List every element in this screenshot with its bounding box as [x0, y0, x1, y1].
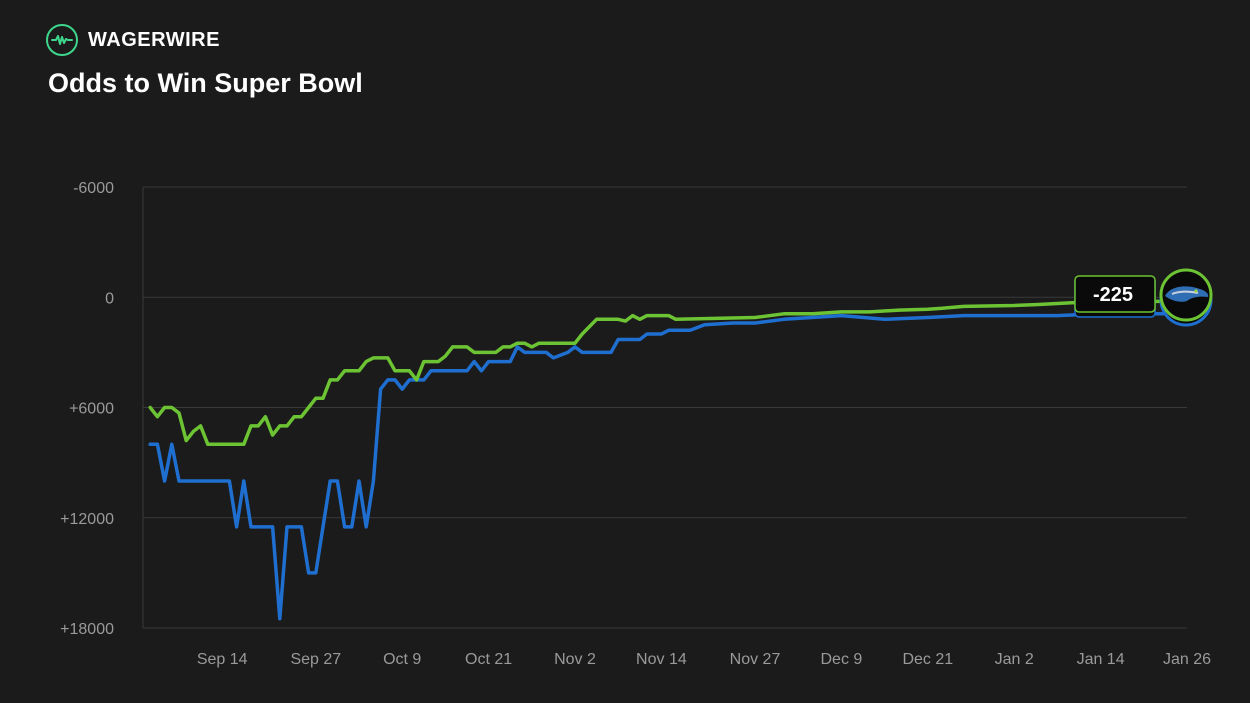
- x-tick-label: Nov 2: [554, 651, 596, 668]
- page-title: Odds to Win Super Bowl: [48, 68, 363, 98]
- x-tick-label: Jan 26: [1163, 651, 1211, 668]
- x-tick-label: Sep 14: [197, 651, 248, 668]
- y-tick-label: -6000: [73, 180, 114, 197]
- y-tick-label: +12000: [60, 511, 114, 528]
- x-tick-label: Jan 14: [1077, 651, 1125, 668]
- x-axis: Sep 14 Sep 27 Oct 9 Oct 21 Nov 2 Nov 14 Nov 27…: [197, 651, 1211, 668]
- series: [148, 299, 1189, 621]
- callout-label: -225: [1093, 284, 1133, 306]
- series-line-blue: [148, 312, 1189, 621]
- x-tick-label: Dec 9: [821, 651, 863, 668]
- wagerwire-logo-icon: [46, 24, 78, 56]
- x-tick-label: Oct 9: [383, 651, 421, 668]
- seahawks-head-icon: [1165, 286, 1209, 302]
- x-tick-label: Nov 27: [730, 651, 781, 668]
- y-tick-label: +6000: [69, 401, 114, 418]
- brand: WAGERWIRE: [46, 24, 220, 56]
- series-line-green: [148, 299, 1189, 447]
- y-tick-label: 0: [105, 290, 114, 307]
- grid: [142, 186, 1187, 629]
- x-tick-label: Nov 14: [636, 651, 687, 668]
- x-tick-label: Jan 2: [995, 651, 1034, 668]
- x-tick-label: Sep 27: [290, 651, 341, 668]
- y-axis: -6000 0 +6000 +12000 +18000: [60, 180, 114, 638]
- y-tick-label: +18000: [60, 621, 114, 638]
- brand-name: WAGERWIRE: [88, 28, 220, 51]
- x-tick-label: Dec 21: [902, 651, 953, 668]
- x-tick-label: Oct 21: [465, 651, 512, 668]
- callout-box: [1074, 275, 1156, 313]
- value-callout: -225: [1074, 268, 1213, 327]
